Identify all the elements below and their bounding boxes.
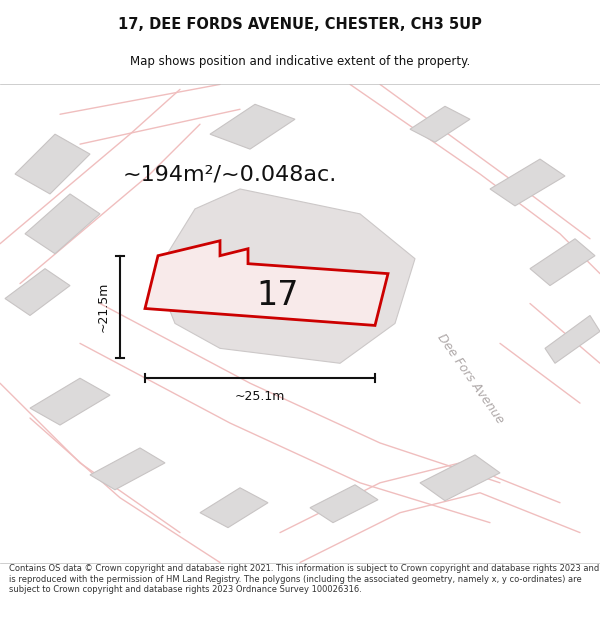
Polygon shape — [410, 106, 470, 142]
Text: Contains OS data © Crown copyright and database right 2021. This information is : Contains OS data © Crown copyright and d… — [9, 564, 599, 594]
Text: ~21.5m: ~21.5m — [97, 282, 110, 332]
Polygon shape — [30, 378, 110, 425]
Polygon shape — [145, 241, 388, 326]
Polygon shape — [545, 316, 600, 363]
Polygon shape — [530, 239, 595, 286]
Polygon shape — [25, 194, 100, 254]
Text: 17, DEE FORDS AVENUE, CHESTER, CH3 5UP: 17, DEE FORDS AVENUE, CHESTER, CH3 5UP — [118, 17, 482, 32]
Text: ~25.1m: ~25.1m — [235, 390, 285, 403]
Polygon shape — [490, 159, 565, 206]
Polygon shape — [5, 269, 70, 316]
Text: ~194m²/~0.048ac.: ~194m²/~0.048ac. — [123, 164, 337, 184]
Text: Dee Fors Avenue: Dee Fors Avenue — [434, 331, 506, 426]
Polygon shape — [420, 455, 500, 501]
Polygon shape — [15, 134, 90, 194]
Text: Map shows position and indicative extent of the property.: Map shows position and indicative extent… — [130, 55, 470, 68]
Polygon shape — [200, 488, 268, 528]
Polygon shape — [210, 104, 295, 149]
Polygon shape — [155, 189, 415, 363]
Text: 17: 17 — [257, 279, 299, 312]
Polygon shape — [90, 448, 165, 490]
Polygon shape — [310, 485, 378, 522]
